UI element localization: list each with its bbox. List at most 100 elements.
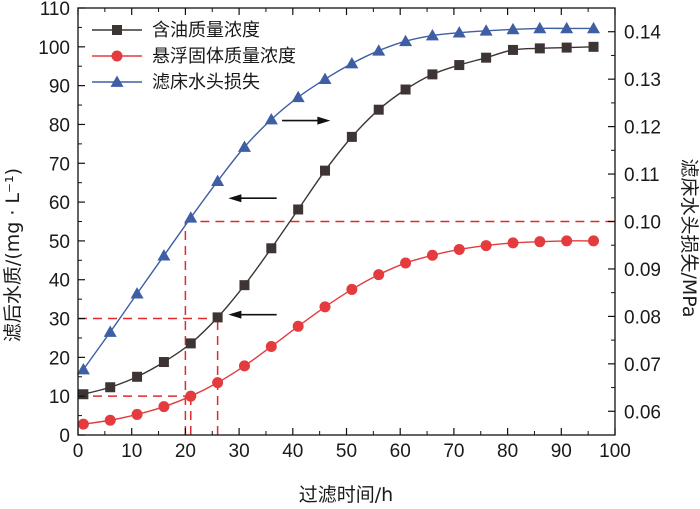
y-tick-label: 30 bbox=[49, 310, 70, 331]
data-point bbox=[130, 287, 144, 299]
data-point bbox=[264, 112, 278, 125]
x-tick-label: 0 bbox=[73, 441, 84, 462]
data-point bbox=[533, 21, 547, 34]
data-point bbox=[346, 131, 357, 142]
data-point bbox=[560, 21, 574, 34]
data-point bbox=[185, 390, 197, 402]
y2-tick-label: 0.12 bbox=[624, 118, 661, 139]
data-point bbox=[507, 44, 518, 55]
data-point bbox=[158, 357, 169, 368]
reference-lines bbox=[78, 220, 615, 435]
legend-marker bbox=[112, 25, 122, 35]
x-tick-label: 70 bbox=[443, 441, 464, 462]
data-point bbox=[534, 236, 546, 248]
data-point bbox=[132, 371, 143, 382]
y-tick-label: 50 bbox=[49, 232, 70, 253]
data-point bbox=[480, 240, 492, 252]
data-point bbox=[588, 235, 600, 247]
x-tick-label: 50 bbox=[336, 441, 357, 462]
data-point bbox=[427, 69, 438, 80]
data-point bbox=[318, 72, 332, 85]
data-point bbox=[77, 418, 89, 430]
data-point bbox=[454, 60, 465, 71]
data-point bbox=[78, 389, 89, 400]
data-point bbox=[211, 174, 225, 187]
data-point bbox=[400, 84, 411, 95]
data-point bbox=[266, 243, 277, 254]
x-tick-label: 60 bbox=[390, 441, 411, 462]
axes-layer: 0 10 20 30 40 50 60 70 80 90 100 0 10 20 30 40 50 60 70 80 9… bbox=[38, 0, 661, 462]
y-tick-label: 10 bbox=[49, 387, 70, 408]
arrow-head bbox=[228, 310, 242, 319]
y-tick-label: 110 bbox=[40, 0, 70, 20]
y-tick-label: 20 bbox=[49, 348, 70, 369]
data-point bbox=[292, 320, 304, 332]
data-point bbox=[425, 29, 439, 41]
y2-axis-title: 滤床水头损失/MPa bbox=[678, 158, 700, 317]
y2-tick-label: 0.14 bbox=[624, 23, 661, 44]
data-point bbox=[237, 140, 251, 152]
data-point bbox=[346, 283, 358, 295]
data-point bbox=[185, 338, 196, 349]
x-tick-label: 80 bbox=[497, 441, 518, 462]
y2-tick-label: 0.07 bbox=[624, 355, 661, 376]
data-point bbox=[534, 43, 545, 54]
legend-marker bbox=[110, 75, 124, 87]
y-tick-label: 60 bbox=[49, 193, 70, 214]
legend-label: 悬浮固体质量浓度 bbox=[152, 46, 296, 67]
data-point bbox=[131, 408, 143, 420]
y-tick-label: 90 bbox=[49, 77, 70, 98]
data-point bbox=[212, 312, 223, 323]
x-tick-label: 100 bbox=[599, 441, 631, 462]
data-point bbox=[158, 401, 170, 413]
y-tick-label: 40 bbox=[49, 271, 70, 292]
data-point bbox=[588, 41, 599, 52]
data-point bbox=[479, 24, 493, 36]
data-point bbox=[320, 165, 331, 176]
arrow-head bbox=[317, 116, 331, 125]
data-point bbox=[76, 363, 90, 375]
x-tick-label: 90 bbox=[551, 441, 572, 462]
data-point bbox=[426, 249, 438, 261]
data-point bbox=[453, 243, 465, 255]
data-point bbox=[587, 21, 601, 34]
data-point bbox=[238, 360, 250, 372]
data-point bbox=[399, 34, 413, 47]
y2-tick-label: 0.08 bbox=[624, 307, 661, 328]
data-point bbox=[373, 104, 384, 115]
x-tick-label: 40 bbox=[282, 441, 303, 462]
x-axis-title: 过滤时间/h bbox=[299, 484, 393, 506]
data-point bbox=[372, 44, 386, 56]
legend-label: 含油质量浓度 bbox=[152, 20, 260, 41]
data-point bbox=[507, 237, 519, 249]
y2-tick-label: 0.09 bbox=[624, 260, 661, 281]
y2-tick-label: 0.11 bbox=[624, 165, 660, 186]
data-point bbox=[157, 249, 171, 261]
data-point bbox=[212, 377, 224, 389]
y-axis-title: 滤后水质/(mg · L⁻¹) bbox=[2, 168, 24, 342]
data-point bbox=[293, 204, 304, 215]
y-tick-label: 70 bbox=[49, 154, 70, 175]
legend-label: 滤床水头损失 bbox=[152, 72, 260, 93]
data-point bbox=[400, 257, 412, 269]
x-tick-label: 20 bbox=[175, 441, 196, 462]
x-tick-label: 10 bbox=[121, 441, 142, 462]
data-point bbox=[239, 280, 250, 291]
data-point bbox=[105, 382, 116, 393]
data-point bbox=[319, 301, 331, 313]
series-layer bbox=[76, 21, 601, 430]
x-tick-label: 30 bbox=[229, 441, 250, 462]
data-point bbox=[104, 414, 116, 426]
y2-tick-label: 0.06 bbox=[624, 402, 661, 423]
data-point bbox=[184, 211, 198, 223]
data-point bbox=[345, 57, 359, 69]
data-point bbox=[561, 235, 573, 247]
data-point bbox=[452, 26, 466, 38]
data-point bbox=[291, 90, 305, 103]
y-tick-label: 0 bbox=[59, 426, 70, 447]
data-point bbox=[506, 22, 520, 35]
y-tick-label: 100 bbox=[38, 38, 70, 59]
y2-tick-label: 0.10 bbox=[624, 213, 661, 234]
